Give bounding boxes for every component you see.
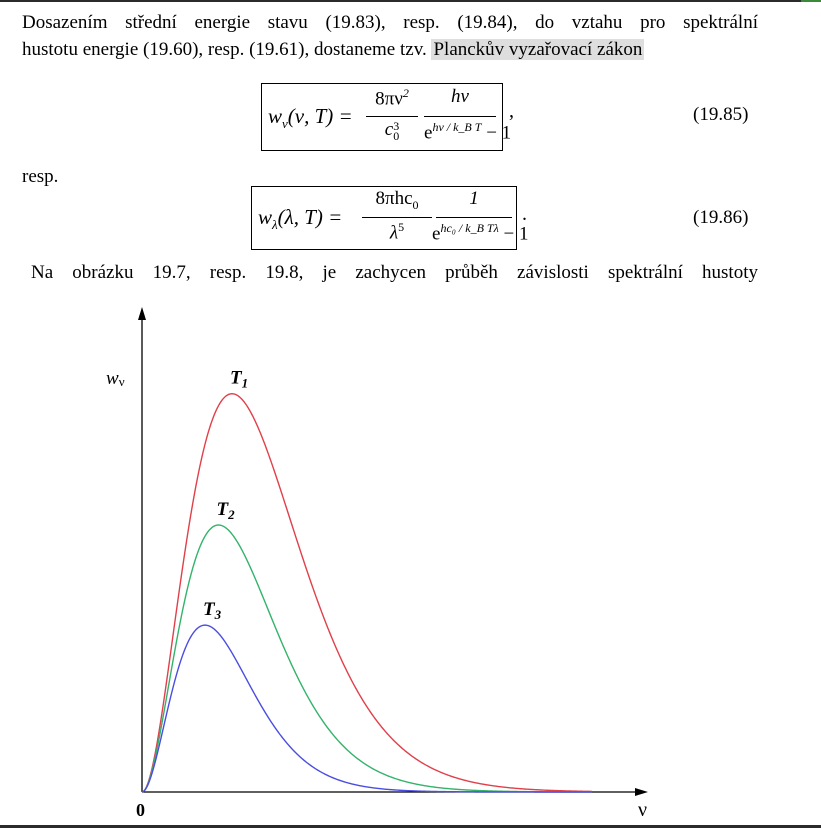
paragraph-2-text: hustotu energie (19.60), resp. (19.61), … <box>22 39 427 60</box>
curve-t1 <box>141 393 593 793</box>
eq1-number: (19.85) <box>693 104 749 125</box>
equation-box-2: wλ(λ, T) = 8πhc0 λ5 1 ehc₀ / k_B Tλ − 1 <box>251 186 529 250</box>
eq2-frac-bar-1 <box>362 217 432 219</box>
eq2-frac-bar-2 <box>436 217 512 219</box>
x-axis-label: ν <box>638 799 647 821</box>
eq2-num2: 1 <box>469 188 479 209</box>
origin-label: 0 <box>136 800 145 820</box>
highlighted-term[interactable]: Planckův vyzařovací zákon <box>431 39 645 60</box>
eq2-num1: 8πhc0 <box>375 188 419 212</box>
eq2-period: . <box>522 203 527 225</box>
x-axis-arrow-icon <box>635 788 648 796</box>
eq2-den1: λ5 <box>389 220 405 244</box>
bottom-border <box>0 825 821 828</box>
eq1-frac-bar-2 <box>424 116 496 118</box>
series-label-t1: T1 <box>230 368 248 391</box>
y-label-main: w <box>106 368 119 389</box>
y-axis-arrow-icon <box>138 307 146 320</box>
top-border <box>0 0 821 2</box>
curve-t3 <box>141 624 592 793</box>
series-label-t3: T3 <box>203 599 222 622</box>
curve-t2 <box>141 524 593 793</box>
eq1-comma: , <box>509 100 514 122</box>
series-label-t2: T2 <box>217 499 236 522</box>
eq2-number: (19.86) <box>693 207 749 228</box>
eq2-den2: ehc₀ / k_B Tλ − 1 <box>432 221 529 245</box>
y-axis-label: wν <box>106 368 125 389</box>
eq1-num2: hν <box>451 86 469 107</box>
eq1-lhs: wν(ν, T) = <box>268 104 353 132</box>
top-accent <box>801 0 821 2</box>
eq1-num1: 8πν2 <box>375 86 409 110</box>
paragraph-2: hustotu energie (19.60), resp. (19.61), … <box>22 36 758 63</box>
y-label-sub: ν <box>119 374 125 389</box>
resp-text: resp. <box>22 166 59 187</box>
paragraph-3: Na obrázku 19.7, resp. 19.8, je zachycen… <box>31 262 758 283</box>
eq2-lhs: wλ(λ, T) = <box>258 205 343 233</box>
eq1-den2: ehν / k_B T − 1 <box>424 120 512 144</box>
eq1-frac-bar-1 <box>366 116 418 118</box>
paragraph-1: Dosazením střední energie stavu (19.83),… <box>22 12 758 33</box>
